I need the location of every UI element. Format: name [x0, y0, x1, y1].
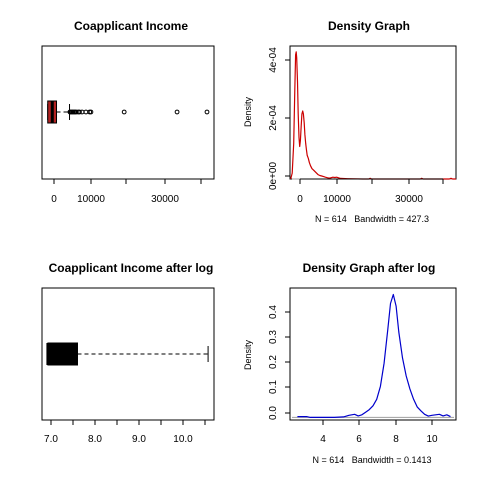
panel-coapplicant-income: Coapplicant Income 0 10000 30000	[41, 19, 215, 205]
y-axis-label: Density	[243, 96, 253, 127]
x-tick-label: 8.0	[88, 434, 102, 445]
y-tick-label: 0.1	[268, 380, 279, 394]
y-tick-label: 0e+00	[268, 162, 279, 191]
x-tick-label: 10	[426, 434, 438, 445]
x-tick-label: 10000	[323, 194, 351, 205]
x-tick-label: 10.0	[173, 434, 193, 445]
x-tick-label: 8	[393, 434, 399, 445]
panel-title: Coapplicant Income	[74, 19, 188, 33]
panel-coapplicant-income-after-log: Coapplicant Income after log 7.0 8.0 9.0…	[41, 261, 215, 445]
outlier-point	[74, 109, 79, 115]
x-tick-label: 9.0	[132, 434, 146, 445]
x-tick-label: 30000	[151, 194, 179, 205]
y-tick-label: 2e-04	[268, 105, 279, 131]
x-tick-label: 6	[356, 434, 362, 445]
panel-density-graph: Density Graph 0 10000 30000 0e+00 2e-04 …	[243, 19, 457, 224]
density-caption: N = 614 Bandwidth = 0.1413	[312, 455, 431, 465]
y-tick-label: 0.3	[268, 330, 279, 344]
density-caption: N = 614 Bandwidth = 427.3	[315, 214, 429, 224]
y-tick-label: 4e-04	[268, 47, 279, 73]
x-tick-label: 30000	[395, 194, 423, 205]
panel-title: Coapplicant Income after log	[49, 261, 214, 275]
x-tick-label: 0	[297, 194, 303, 205]
outlier-point	[121, 109, 127, 115]
panel-title: Density Graph	[328, 19, 410, 33]
y-tick-label: 0.2	[268, 355, 279, 369]
outlier-point	[77, 109, 82, 115]
x-tick-label: 0	[51, 194, 57, 205]
y-tick-label: 0.4	[268, 305, 279, 319]
outlier-point	[174, 109, 180, 115]
panel-density-graph-after-log: Density Graph after log 4 6 8 10 0.0 0.1…	[243, 261, 457, 465]
outlier-point	[204, 109, 210, 115]
y-tick-label: 0.0	[268, 406, 279, 420]
outlier-point	[88, 109, 94, 115]
box	[47, 342, 78, 366]
x-tick-label: 4	[320, 434, 326, 445]
y-axis-label: Density	[243, 339, 253, 370]
x-tick-label: 10000	[77, 194, 105, 205]
x-tick-label: 7.0	[44, 434, 58, 445]
panel-title: Density Graph after log	[303, 261, 436, 275]
density-line	[297, 293, 451, 418]
